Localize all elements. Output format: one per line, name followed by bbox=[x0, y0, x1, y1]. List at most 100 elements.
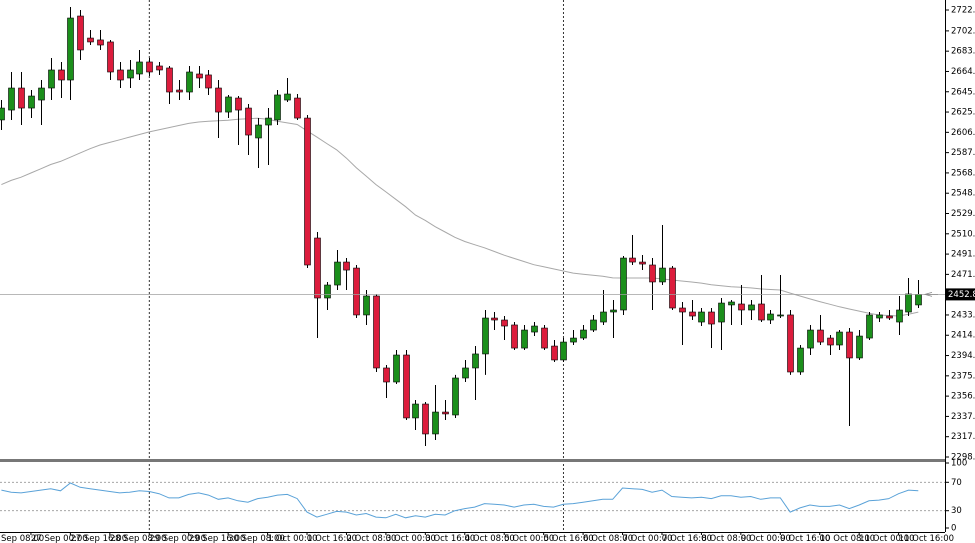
y-tick-label: 2529.55 bbox=[951, 209, 975, 219]
candle-body bbox=[205, 74, 212, 89]
candle-body bbox=[38, 87, 45, 101]
candle-body bbox=[501, 319, 508, 327]
candle-body bbox=[58, 69, 65, 81]
candle-body bbox=[393, 354, 400, 383]
x-tick-label: 11 Oct 16:00 bbox=[899, 534, 954, 543]
y-tick-label: 2702.80 bbox=[951, 26, 975, 36]
x-tick-label: Sep 08:00 bbox=[1, 534, 44, 543]
x-tick-label: 30 Sep 08:00 bbox=[228, 534, 285, 543]
candle-body bbox=[610, 309, 617, 313]
y-tick-label: 2394.80 bbox=[951, 351, 975, 361]
y-tick-label: 30 bbox=[951, 506, 962, 516]
candle-body bbox=[856, 335, 863, 359]
current-price-box bbox=[946, 288, 975, 301]
candle-body bbox=[807, 329, 814, 349]
y-tick-label: 70 bbox=[951, 478, 962, 488]
candle-body bbox=[432, 411, 439, 435]
y-tick-label: 2568.05 bbox=[951, 168, 975, 178]
current-price-label: 2452.80 bbox=[948, 290, 975, 300]
candle-body bbox=[541, 327, 548, 349]
x-tick-label: 11 Oct 00:00 bbox=[859, 534, 914, 543]
candle-body bbox=[294, 97, 301, 119]
x-tick-label: 3 Oct 16:00 bbox=[425, 534, 475, 543]
x-tick-label: 2 Oct 08:00 bbox=[346, 534, 396, 543]
candle-body bbox=[600, 311, 607, 323]
candle-body bbox=[136, 61, 143, 75]
y-tick-label: 2298.55 bbox=[951, 452, 975, 462]
candle-body bbox=[383, 367, 390, 383]
y-tick-label: 2375.55 bbox=[951, 371, 975, 381]
x-tick-label: 9 Oct 16:00 bbox=[780, 534, 830, 543]
candle-body bbox=[324, 284, 331, 299]
y-tick-label: 2471.80 bbox=[951, 270, 975, 280]
candle-body bbox=[8, 87, 15, 111]
x-tick-label: 4 Oct 08:00 bbox=[465, 534, 515, 543]
candle-body bbox=[235, 97, 242, 111]
current-price-arrow bbox=[923, 292, 938, 297]
y-tick-label: 2606.55 bbox=[951, 128, 975, 138]
x-tick-label: 27 Sep 00:00 bbox=[31, 534, 88, 543]
candle-body bbox=[560, 341, 567, 361]
x-tick-label: 3 Oct 00:00 bbox=[386, 534, 436, 543]
candle-body bbox=[728, 301, 735, 306]
candle-body bbox=[156, 65, 163, 71]
candle-body bbox=[48, 69, 55, 89]
x-tick-label: 1 Oct 16:00 bbox=[307, 534, 357, 543]
candle-body bbox=[146, 61, 153, 73]
candle-body bbox=[403, 354, 410, 419]
candle-body bbox=[817, 329, 824, 343]
candle-body bbox=[846, 331, 853, 359]
candle-body bbox=[866, 314, 873, 339]
y-tick-label: 2433.30 bbox=[951, 310, 975, 320]
candle-body bbox=[896, 309, 903, 323]
candle-body bbox=[363, 295, 370, 316]
y-tick-label: 2664.30 bbox=[951, 67, 975, 77]
candle-body bbox=[107, 41, 114, 73]
candle-body bbox=[758, 303, 765, 321]
candle-body bbox=[629, 257, 636, 263]
candle-body bbox=[482, 317, 489, 355]
candle-body bbox=[117, 69, 124, 81]
candle-body bbox=[314, 237, 321, 299]
candle-body bbox=[284, 93, 291, 101]
candle-body bbox=[521, 329, 528, 349]
candle-body bbox=[767, 313, 774, 321]
plot-area bbox=[0, 0, 945, 532]
candle-body bbox=[689, 311, 696, 317]
candle-body bbox=[748, 304, 755, 311]
candle-body bbox=[659, 267, 666, 283]
candle-body bbox=[679, 307, 686, 313]
candle-body bbox=[580, 329, 587, 339]
candle-body bbox=[353, 267, 360, 316]
candle-body bbox=[67, 17, 74, 81]
candle-body bbox=[87, 37, 94, 43]
y-tick-label: 2317.80 bbox=[951, 432, 975, 442]
x-tick-label: 28 Sep 08:00 bbox=[110, 534, 167, 543]
candle-body bbox=[836, 331, 843, 346]
candle-body bbox=[590, 319, 597, 331]
x-tick-label: 29 Sep 16:00 bbox=[189, 534, 246, 543]
x-tick-label: 7 Oct 00:00 bbox=[623, 534, 673, 543]
candle-body bbox=[698, 311, 705, 323]
candle-body bbox=[215, 87, 222, 113]
x-tick-label: 9 Oct 00:00 bbox=[741, 534, 791, 543]
y-tick-label: 2414.05 bbox=[951, 331, 975, 341]
candle-body bbox=[797, 347, 804, 373]
candle-body bbox=[915, 294, 922, 306]
x-tick-label: 5 Oct 16:00 bbox=[544, 534, 594, 543]
candle-body bbox=[442, 411, 449, 415]
y-tick-label: 2337.05 bbox=[951, 412, 975, 422]
y-tick-label: 2722.60 bbox=[951, 6, 975, 16]
candle-body bbox=[176, 89, 183, 93]
candle-body bbox=[422, 403, 429, 435]
candle-body bbox=[0, 107, 5, 121]
candle-body bbox=[491, 317, 498, 321]
candle-body bbox=[274, 94, 281, 121]
candle-body bbox=[196, 73, 203, 79]
candle-body bbox=[787, 314, 794, 373]
x-tick-label: 8 Oct 08:00 bbox=[701, 534, 751, 543]
candle-body bbox=[97, 39, 104, 46]
candle-body bbox=[876, 314, 883, 319]
y-tick-label: 2356.30 bbox=[951, 392, 975, 402]
